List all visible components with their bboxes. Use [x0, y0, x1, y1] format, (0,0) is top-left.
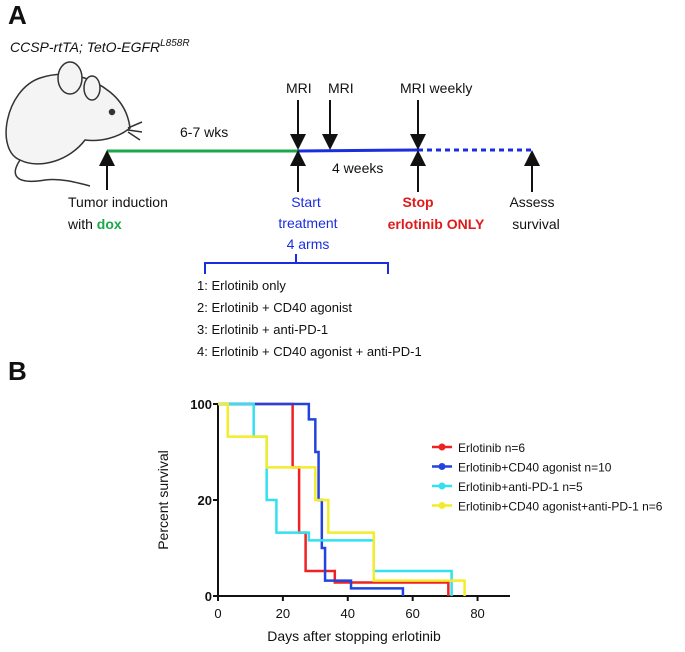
stop-text: Stop [402, 194, 433, 210]
mri-label: MRI [286, 80, 312, 96]
y-tick-label: 20 [198, 493, 212, 508]
assess-text: survival [512, 216, 559, 232]
start-text: 4 arms [287, 236, 330, 252]
x-tick-label: 0 [214, 606, 221, 621]
arms-brace [204, 254, 389, 274]
x-axis-label: Days after stopping erlotinib [267, 628, 441, 644]
start-text: Start [291, 194, 321, 210]
legend-label: Erlotinib+CD40 agonist+anti-PD-1 n=6 [458, 500, 663, 514]
y-tick-label: 0 [205, 589, 212, 604]
start-text: treatment [278, 215, 337, 231]
legend-label: Erlotinib n=6 [458, 441, 525, 455]
legend-marker [438, 482, 446, 490]
legend-label: Erlotinib+anti-PD-1 n=5 [458, 480, 583, 494]
x-tick-label: 80 [470, 606, 484, 621]
x-tick-label: 60 [405, 606, 419, 621]
legend-label: Erlotinib+CD40 agonist n=10 [458, 461, 612, 475]
duration: 4 weeks [332, 160, 383, 176]
survival-curve [218, 402, 453, 596]
survival-curve [218, 402, 466, 596]
induction-dox: dox [97, 216, 122, 232]
stop-text: erlotinib ONLY [388, 216, 485, 232]
legend-marker [438, 443, 446, 451]
panel-label: A [8, 0, 27, 30]
mouse-drawing [5, 61, 143, 187]
genotype: CCSP-rtTA; TetO-EGFRL858R [10, 38, 190, 55]
mri-label: MRI [328, 80, 354, 96]
arrows [99, 100, 540, 192]
panel-label: B [8, 356, 27, 386]
treatment-period [297, 148, 419, 153]
y-tick-label: 100 [190, 397, 212, 412]
induction-text: with dox [67, 216, 122, 232]
genotype-text: CCSP-rtTA; TetO-EGFR [10, 39, 160, 55]
x-tick-label: 20 [276, 606, 290, 621]
y-axis-label: Percent survival [155, 450, 171, 550]
assess-text: Assess [509, 194, 554, 210]
survival-curve [218, 402, 405, 596]
induction-with: with [67, 216, 93, 232]
arm: 3: Erlotinib + anti-PD-1 [197, 322, 328, 337]
arm: 2: Erlotinib + CD40 agonist [197, 300, 352, 315]
mri-label: MRI weekly [400, 80, 472, 96]
arm: 4: Erlotinib + CD40 agonist + anti-PD-1 [197, 344, 422, 359]
genotype-superscript: L858R [160, 38, 189, 49]
plot: 0 20 100 0 20 40 60 80 Days after stopping erlot… [155, 397, 663, 644]
duration: 6-7 wks [180, 124, 228, 140]
legend-marker [438, 502, 446, 509]
induction-text: Tumor induction [68, 194, 168, 210]
legend-marker [438, 463, 446, 470]
arm: 1: Erlotinib only [197, 278, 286, 293]
x-tick-label: 40 [341, 606, 355, 621]
